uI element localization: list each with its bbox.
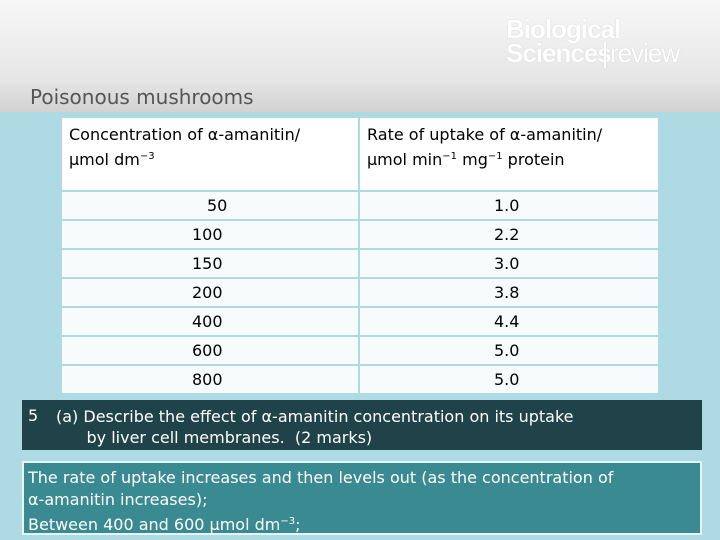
logo-line-1: Biological — [506, 14, 621, 44]
concentration-cell: 800 — [192, 370, 223, 389]
column-divider — [358, 192, 360, 219]
logo-line-2: Sciences — [506, 38, 612, 68]
question-number: 5 — [28, 406, 39, 425]
table-body: 50 1.0 100 2.2 150 3.0 200 3.8 400 4.4 6… — [62, 192, 658, 395]
answer-line1: The rate of uptake increases and then le… — [28, 468, 614, 487]
table-row: 150 3.0 — [62, 250, 658, 277]
table-row: 400 4.4 — [62, 308, 658, 335]
question-line2: by liver cell membranes. (2 marks) — [56, 428, 373, 447]
header-rate-unit-3: protein — [502, 150, 565, 169]
concentration-cell: 150 — [192, 254, 223, 273]
column-divider — [358, 221, 360, 248]
slide-title: Poisonous mushrooms — [30, 85, 254, 109]
table-row: 50 1.0 — [62, 192, 658, 219]
answer-line3: Between 400 and 600 μmol dm — [28, 515, 281, 534]
header-rate-unit-1: μmol min — [367, 150, 443, 169]
header-rate-unit-2: mg — [457, 150, 488, 169]
column-divider — [358, 337, 360, 364]
concentration-cell: 200 — [192, 283, 223, 302]
answer-box: The rate of uptake increases and then le… — [22, 461, 702, 535]
question-line1: (a) Describe the effect of α-amanitin co… — [56, 407, 574, 426]
column-divider — [358, 279, 360, 306]
table-row: 600 5.0 — [62, 337, 658, 364]
table-row: 800 5.0 — [62, 366, 658, 393]
concentration-cell: 600 — [192, 341, 223, 360]
rate-cell: 5.0 — [494, 341, 520, 360]
header-rate-unit-exp-1: −1 — [442, 151, 458, 162]
column-divider — [358, 250, 360, 277]
concentration-cell: 50 — [207, 196, 228, 215]
header-concentration-text: Concentration of α-amanitin/ μmol dm−3 — [69, 124, 300, 171]
rate-cell: 5.0 — [494, 370, 520, 389]
question-text: (a) Describe the effect of α-amanitin co… — [56, 406, 696, 448]
answer-line3-end: ; — [295, 515, 301, 534]
rate-cell: 3.0 — [494, 254, 520, 273]
column-divider — [358, 308, 360, 335]
header-concentration-line1: Concentration of α-amanitin/ — [69, 125, 301, 144]
logo-line-3: review — [610, 38, 680, 68]
biological-sciences-review-logo: Biological Sciences review — [506, 14, 706, 68]
answer-text: The rate of uptake increases and then le… — [28, 467, 698, 536]
logo-divider — [604, 42, 606, 68]
rate-cell: 2.2 — [494, 225, 520, 244]
table-header: Concentration of α-amanitin/ μmol dm−3 R… — [62, 118, 658, 190]
header-cell-rate: Rate of uptake of α-amanitin/ μmol min−1… — [360, 118, 658, 190]
header-banner: Biological Sciences review — [0, 0, 720, 82]
rate-cell: 4.4 — [494, 312, 520, 331]
rate-cell: 3.8 — [494, 283, 520, 302]
title-bar: Poisonous mushrooms — [0, 82, 720, 112]
question-box: 5 (a) Describe the effect of α-amanitin … — [22, 400, 702, 450]
answer-line2: α-amanitin increases); — [28, 490, 208, 509]
table-row: 100 2.2 — [62, 221, 658, 248]
header-cell-concentration: Concentration of α-amanitin/ μmol dm−3 — [62, 118, 360, 190]
header-rate-line1: Rate of uptake of α-amanitin/ — [367, 125, 603, 144]
header-rate-text: Rate of uptake of α-amanitin/ μmol min−1… — [367, 124, 602, 171]
rate-cell: 1.0 — [494, 196, 520, 215]
answer-line3-exp: −3 — [280, 516, 296, 527]
header-concentration-unit-exp: −3 — [139, 151, 155, 162]
header-rate-unit-exp-2: −1 — [487, 151, 503, 162]
concentration-cell: 100 — [192, 225, 223, 244]
header-concentration-unit: μmol dm — [69, 150, 140, 169]
table-row: 200 3.8 — [62, 279, 658, 306]
concentration-cell: 400 — [192, 312, 223, 331]
column-divider — [358, 366, 360, 393]
